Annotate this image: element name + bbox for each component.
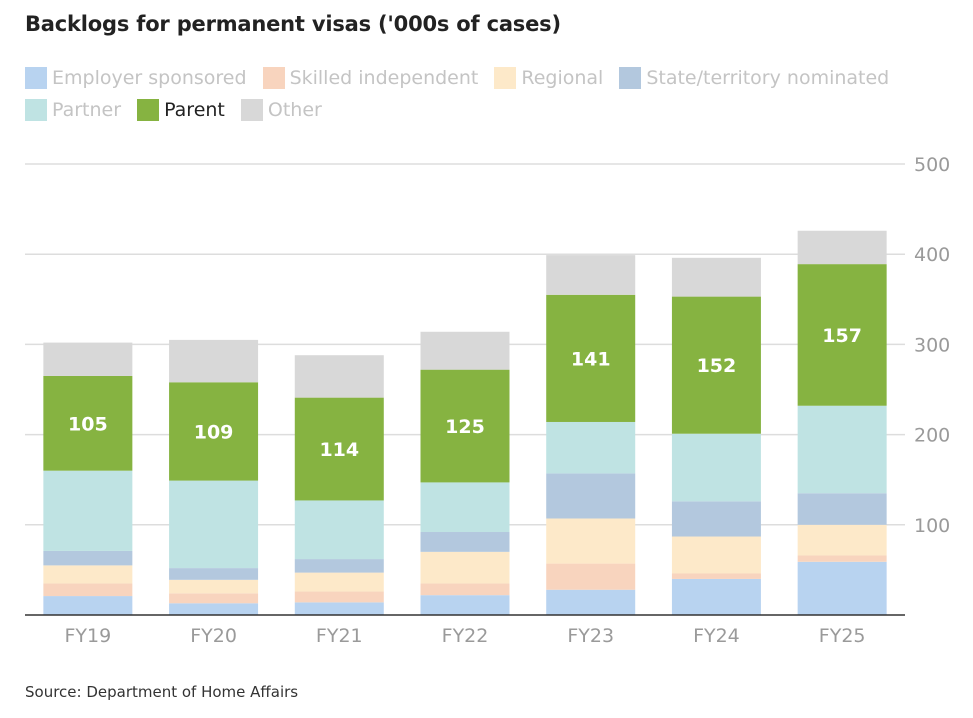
data-label: 105 — [68, 413, 108, 435]
data-label: 114 — [319, 439, 359, 461]
legend-label: Regional — [521, 67, 604, 89]
data-label: 141 — [571, 348, 611, 370]
legend-item-skilled-independent[interactable]: Skilled independent — [262, 62, 479, 94]
bar-fy20-skilled-independent — [169, 593, 259, 604]
bar-fy23-regional — [546, 518, 636, 564]
bar-fy22-partner — [420, 482, 510, 533]
bar-fy24-skilled-independent — [671, 573, 761, 579]
bar-fy22-state-territory-nominated — [420, 532, 510, 552]
bar-fy23-skilled-independent — [546, 563, 636, 590]
bar-fy21-other — [294, 355, 384, 398]
legend-item-employer-sponsored[interactable]: Employer sponsored — [25, 62, 247, 94]
bar-fy20-employer-sponsored — [169, 603, 259, 615]
legend-item-other[interactable]: Other — [240, 94, 322, 126]
x-tick-label: FY23 — [567, 625, 614, 647]
x-tick-label: FY25 — [819, 625, 866, 647]
legend-swatch — [240, 99, 263, 121]
bar-fy19-skilled-independent — [43, 583, 133, 597]
bar-fy24-partner — [671, 433, 761, 502]
bar-fy21-parent — [294, 397, 384, 501]
bar-fy21-state-territory-nominated — [294, 559, 384, 573]
bar-fy19-state-territory-nominated — [43, 550, 133, 566]
data-label: 157 — [822, 325, 862, 347]
bar-fy25-state-territory-nominated — [797, 493, 887, 525]
bar-fy21-employer-sponsored — [294, 602, 384, 615]
legend-swatch — [494, 67, 517, 89]
legend-swatch — [137, 99, 160, 121]
data-label: 125 — [445, 416, 485, 438]
bar-fy25-other — [797, 230, 887, 265]
legend-swatch — [262, 67, 285, 89]
legend-swatch — [619, 67, 642, 89]
bar-fy24-regional — [671, 536, 761, 574]
x-tick-label: FY22 — [442, 625, 489, 647]
y-tick-label: 400 — [914, 244, 950, 266]
data-label: 109 — [194, 421, 234, 443]
bar-fy20-state-territory-nominated — [169, 568, 259, 580]
bar-fy23-other — [546, 255, 636, 295]
bar-fy23-employer-sponsored — [546, 589, 636, 615]
bar-fy19-regional — [43, 565, 133, 584]
bar-fy23-partner — [546, 421, 636, 474]
y-tick-label: 100 — [914, 515, 950, 537]
bar-fy24-other — [671, 257, 761, 297]
y-tick-label: 500 — [914, 154, 950, 176]
legend-swatch — [25, 67, 47, 89]
bar-fy21-skilled-independent — [294, 591, 384, 603]
bar-fy25-skilled-independent — [797, 555, 887, 562]
bar-fy25-partner — [797, 405, 887, 494]
x-tick-label: FY19 — [64, 625, 111, 647]
legend-label: Other — [267, 99, 322, 121]
bar-fy25-employer-sponsored — [797, 561, 887, 615]
bar-fy20-partner — [169, 480, 259, 569]
x-tick-label: FY21 — [316, 625, 363, 647]
y-tick-label: 200 — [914, 425, 950, 447]
bar-fy22-skilled-independent — [420, 583, 510, 596]
x-tick-label: FY20 — [190, 625, 237, 647]
bar-fy21-regional — [294, 572, 384, 592]
bar-fy23-state-territory-nominated — [546, 473, 636, 519]
legend-item-state-territory-nominated[interactable]: State/territory nominated — [619, 62, 889, 94]
bar-fy25-parent — [797, 264, 887, 406]
x-tick-label: FY24 — [693, 625, 740, 647]
bar-fy22-parent — [420, 369, 510, 483]
bar-fy19-employer-sponsored — [43, 596, 133, 615]
chart-title: Backlogs for permanent visas ('000s of c… — [25, 12, 561, 36]
chart-legend: Employer sponsored Skilled independent Reg… — [25, 62, 925, 126]
bar-fy25-regional — [797, 524, 887, 556]
bar-fy24-state-territory-nominated — [671, 501, 761, 537]
bar-fy20-other — [169, 339, 259, 383]
legend-label: Skilled independent — [289, 67, 479, 89]
bar-fy22-employer-sponsored — [420, 595, 510, 615]
legend-item-parent[interactable]: Parent — [137, 94, 225, 126]
bar-fy19-other — [43, 342, 133, 376]
legend-label: Parent — [164, 99, 225, 121]
bar-fy21-partner — [294, 500, 384, 560]
bar-fy22-other — [420, 331, 510, 370]
bar-fy23-parent — [546, 294, 636, 422]
legend-label: Employer sponsored — [52, 67, 247, 89]
bar-fy19-partner — [43, 470, 133, 551]
legend-item-partner[interactable]: Partner — [25, 94, 121, 126]
legend-swatch — [25, 99, 47, 121]
bar-fy24-employer-sponsored — [671, 578, 761, 615]
legend-label: State/territory nominated — [646, 67, 890, 89]
bar-fy20-regional — [169, 579, 259, 594]
bar-fy19-parent — [43, 375, 133, 471]
source-note: Source: Department of Home Affairs — [25, 683, 299, 701]
legend-label: Partner — [52, 99, 122, 121]
bar-fy22-regional — [420, 551, 510, 584]
bar-fy24-parent — [671, 296, 761, 434]
bar-fy20-parent — [169, 382, 259, 481]
legend-item-regional[interactable]: Regional — [494, 62, 603, 94]
data-label: 152 — [697, 355, 737, 377]
y-tick-label: 300 — [914, 334, 950, 356]
